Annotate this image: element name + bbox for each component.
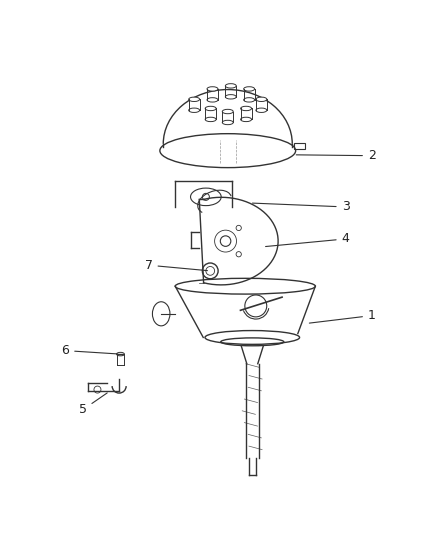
Ellipse shape	[223, 109, 233, 114]
Text: 7: 7	[145, 259, 208, 272]
Ellipse shape	[256, 97, 267, 101]
Text: 4: 4	[265, 232, 350, 247]
Text: 3: 3	[252, 200, 350, 213]
Ellipse shape	[240, 106, 251, 111]
Ellipse shape	[244, 87, 254, 91]
Text: 1: 1	[309, 309, 376, 323]
Ellipse shape	[207, 87, 218, 91]
Bar	[294, 143, 305, 149]
Ellipse shape	[189, 97, 200, 101]
Ellipse shape	[225, 84, 236, 88]
Ellipse shape	[205, 106, 216, 111]
Text: 2: 2	[296, 149, 376, 162]
Text: 6: 6	[61, 344, 118, 357]
Text: 5: 5	[79, 393, 107, 416]
